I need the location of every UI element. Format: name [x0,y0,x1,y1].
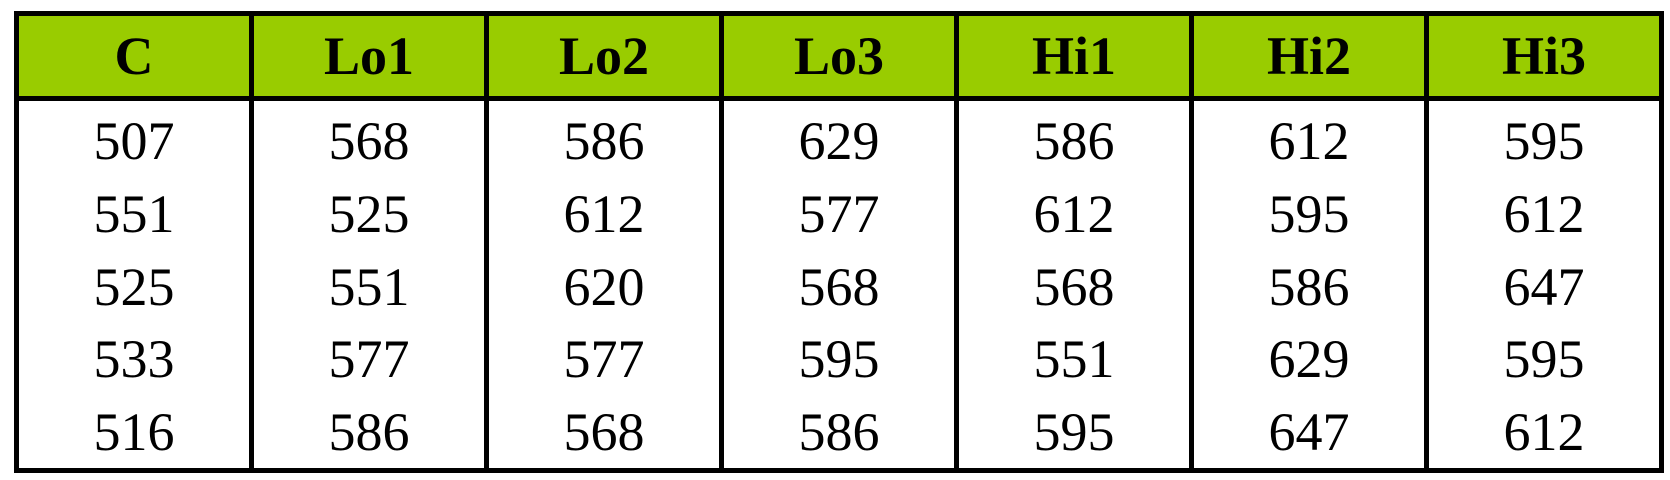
table-row: 551 525 612 577 612 595 612 [14,177,1664,251]
table-row: 516 586 568 586 595 647 612 [14,395,1664,471]
table-cell: 586 [484,98,724,178]
table-cell: 620 [484,250,724,323]
table-cell: 551 [249,250,489,323]
table-cell: 577 [249,322,489,396]
table-cell: 595 [719,322,959,396]
table-cell: 629 [1189,322,1429,396]
table-cell: 612 [954,177,1194,251]
table-row: 507 568 586 629 586 612 595 [14,98,1664,178]
table-cell: 586 [249,395,489,471]
header-cell-lo3: Lo3 [719,13,959,101]
table-cell: 525 [14,250,254,323]
table-cell: 568 [954,250,1194,323]
table-cell: 568 [249,98,489,178]
table-row: 533 577 577 595 551 629 595 [14,322,1664,396]
header-cell-lo1: Lo1 [249,13,489,101]
table-cell: 577 [484,322,724,396]
table-cell: 516 [14,395,254,471]
table-cell: 647 [1424,250,1664,323]
data-table: C Lo1 Lo2 Lo3 Hi1 Hi2 Hi3 507 568 586 62… [14,11,1664,473]
table-header: C Lo1 Lo2 Lo3 Hi1 Hi2 Hi3 [14,13,1664,101]
table-cell: 612 [1189,98,1429,178]
table-cell: 595 [1424,322,1664,396]
table-cell: 525 [249,177,489,251]
table-cell: 577 [719,177,959,251]
table-cell: 595 [1424,98,1664,178]
header-cell-hi2: Hi2 [1189,13,1429,101]
table-cell: 595 [1189,177,1429,251]
table-cell: 586 [1189,250,1429,323]
table-cell: 612 [1424,177,1664,251]
header-cell-hi1: Hi1 [954,13,1194,101]
table-cell: 595 [954,395,1194,471]
table-cell: 533 [14,322,254,396]
table-cell: 586 [719,395,959,471]
table-cell: 568 [719,250,959,323]
table-row: 525 551 620 568 568 586 647 [14,250,1664,323]
header-cell-hi3: Hi3 [1424,13,1664,101]
header-cell-lo2: Lo2 [484,13,724,101]
table-cell: 586 [954,98,1194,178]
table-cell: 612 [1424,395,1664,471]
table-cell: 629 [719,98,959,178]
header-cell-c: C [14,13,254,101]
table-cell: 568 [484,395,724,471]
table-cell: 647 [1189,395,1429,471]
table-cell: 612 [484,177,724,251]
table-cell: 551 [954,322,1194,396]
header-row: C Lo1 Lo2 Lo3 Hi1 Hi2 Hi3 [14,13,1664,101]
table-body: 507 568 586 629 586 612 595 551 525 612 … [14,98,1664,471]
table-cell: 507 [14,98,254,178]
table-cell: 551 [14,177,254,251]
